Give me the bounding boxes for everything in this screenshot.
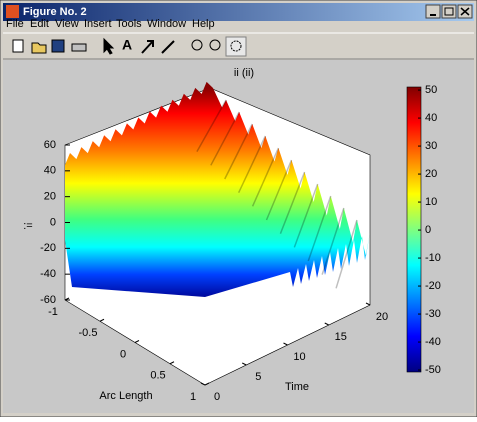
colorbar-tick-label: 10 xyxy=(425,196,437,208)
y-tick xyxy=(365,302,371,306)
surface-ridge xyxy=(335,219,358,289)
minimize-button[interactable] xyxy=(425,4,441,19)
z-tick-label: -20 xyxy=(40,242,56,254)
z-tick-label: -60 xyxy=(40,294,56,306)
colorbar-tick-label: -40 xyxy=(425,336,441,348)
menu-item[interactable]: File xyxy=(6,18,24,30)
open-button[interactable] xyxy=(31,42,47,54)
x-tick xyxy=(99,318,105,322)
y-tick-label: 10 xyxy=(293,351,305,363)
colorbar-tick-label: -20 xyxy=(425,280,441,292)
menu-item[interactable]: Window xyxy=(147,18,186,30)
zoom-in-button[interactable] xyxy=(191,39,203,51)
x-axis-label: Arc Length xyxy=(99,390,152,402)
menu-item[interactable]: Tools xyxy=(116,18,142,30)
x-tick-label: -1 xyxy=(48,306,58,318)
z-tick-label: 20 xyxy=(44,191,56,203)
surface-ridge xyxy=(224,123,253,180)
colorbar-tick-label: -30 xyxy=(425,308,441,320)
menu-item[interactable]: View xyxy=(55,18,79,30)
window-buttons[interactable] xyxy=(425,4,473,19)
y-tick xyxy=(200,382,206,386)
new-button[interactable] xyxy=(12,39,24,53)
z-axis-label: := xyxy=(23,220,32,232)
y-tick-label: 5 xyxy=(255,371,261,383)
chart-title: ii (ii) xyxy=(234,67,254,79)
window-title: Figure No. 2 xyxy=(23,6,87,18)
save-button[interactable] xyxy=(51,39,65,53)
x-tick-label: 0 xyxy=(120,348,126,360)
y-tick-label: 20 xyxy=(376,311,388,323)
surface-ridge xyxy=(210,111,240,166)
colorbar-tick-label: -50 xyxy=(425,364,441,376)
surface-ridge xyxy=(293,183,319,248)
surface-ridge xyxy=(237,135,267,193)
x-tick xyxy=(169,361,175,365)
y-tick xyxy=(283,342,288,346)
x-tick-label: -0.5 xyxy=(79,327,98,339)
select-button[interactable] xyxy=(103,37,115,55)
y-tick xyxy=(242,362,247,366)
surface xyxy=(65,81,370,297)
y-tick xyxy=(324,322,329,326)
arrow-button[interactable] xyxy=(141,40,154,54)
z-tick-label: 0 xyxy=(50,216,56,228)
surface-ridge xyxy=(321,207,345,275)
plot-area xyxy=(65,81,370,297)
surface-ridge xyxy=(196,99,227,153)
surface-ridge xyxy=(265,159,293,221)
menu-bar: File Edit View Insert Tools Window Help xyxy=(6,18,215,30)
toolbar: A xyxy=(12,36,247,57)
menu-item[interactable]: Help xyxy=(192,18,215,30)
colorbar-tick-label: -10 xyxy=(425,252,441,264)
x-tick xyxy=(134,340,140,343)
colorbar-tick-label: 30 xyxy=(425,140,437,152)
colorbar-tick-label: 20 xyxy=(425,168,437,180)
print-button[interactable] xyxy=(71,43,87,52)
z-tick-label: -40 xyxy=(40,268,56,280)
title-bar xyxy=(3,3,474,21)
x-tick-label: 1 xyxy=(190,391,196,403)
maximize-button[interactable] xyxy=(441,4,457,19)
colorbar-tick-label: 40 xyxy=(425,112,437,124)
y-axis-label: Time xyxy=(285,381,309,393)
line-button[interactable] xyxy=(161,40,175,54)
x-tick xyxy=(204,382,210,386)
colorbar xyxy=(406,86,422,373)
rotate-button[interactable] xyxy=(225,36,247,57)
menu-item[interactable]: Edit xyxy=(30,18,49,30)
surface-ridge xyxy=(307,195,332,262)
x-tick-label: 0.5 xyxy=(150,370,165,382)
y-tick-label: 15 xyxy=(335,331,347,343)
zoom-out-button[interactable] xyxy=(209,39,221,51)
menu-item[interactable]: Insert xyxy=(84,18,112,30)
colorbar-tick-label: 0 xyxy=(425,224,431,236)
text-button[interactable]: A xyxy=(122,37,132,53)
y-tick-label: 0 xyxy=(214,391,220,403)
z-tick-label: 40 xyxy=(44,165,56,177)
colorbar-tick-label: 50 xyxy=(425,84,437,96)
surface-ridge xyxy=(251,147,280,207)
app-icon xyxy=(6,5,19,18)
x-tick xyxy=(64,297,70,301)
surface-ridge xyxy=(279,171,306,234)
z-tick-label: 60 xyxy=(44,139,56,151)
